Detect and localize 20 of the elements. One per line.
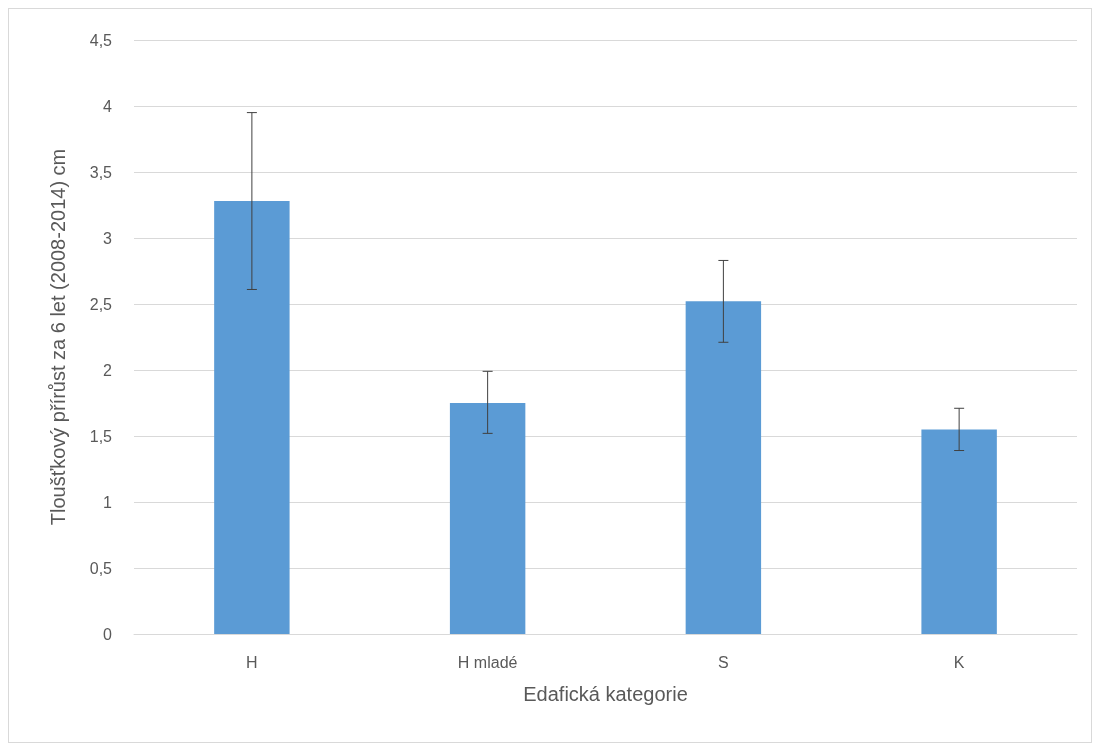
y-tick-label: 3,5 xyxy=(89,163,113,181)
y-tick-label: 1 xyxy=(103,493,113,511)
y-tick-label: 1,5 xyxy=(89,427,113,445)
x-axis-title: Edafická kategorie xyxy=(523,683,688,705)
y-tick-label: 2 xyxy=(103,361,113,379)
y-tick-label: 0 xyxy=(103,625,113,643)
bar xyxy=(214,201,290,634)
x-tick-label: K xyxy=(953,653,965,671)
x-tick-label: H mladé xyxy=(457,653,518,671)
bar xyxy=(449,403,526,634)
y-tick-label: 3 xyxy=(103,229,113,247)
bar xyxy=(685,301,762,634)
bar xyxy=(921,429,997,634)
y-axis-title: Tloušťkový přírůst za 6 let (2008-2014) cm xyxy=(47,148,69,526)
y-tick-label: 2,5 xyxy=(89,295,113,313)
y-tick-label: 4 xyxy=(103,97,113,115)
x-tick-label: H xyxy=(246,653,258,671)
y-tick-label: 4,5 xyxy=(89,31,113,49)
y-tick-label: 0,5 xyxy=(89,559,113,577)
x-tick-label: S xyxy=(718,653,729,671)
